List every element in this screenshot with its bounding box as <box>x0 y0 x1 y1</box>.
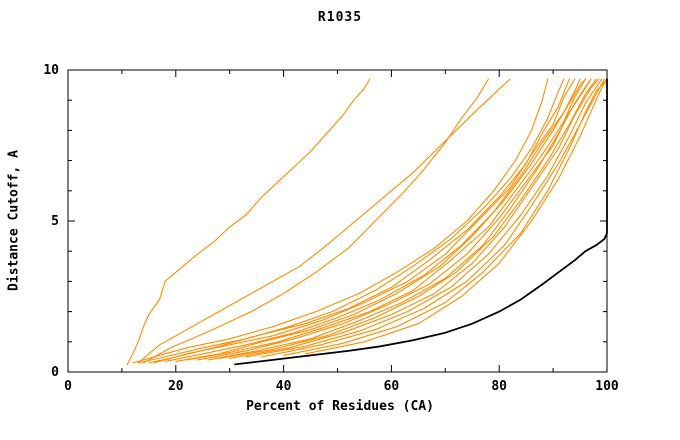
x-tick-label: 100 <box>595 379 619 394</box>
x-tick-label: 20 <box>168 379 184 394</box>
series-line-model-9 <box>175 78 586 362</box>
series-line-model-12 <box>207 78 592 361</box>
x-tick-label: 0 <box>64 379 72 394</box>
plot-frame <box>67 69 608 373</box>
series-line-model-7 <box>153 78 576 364</box>
series-line-model-4 <box>132 78 549 364</box>
x-tick-label: 80 <box>491 379 507 394</box>
series-line-model-11 <box>196 78 592 361</box>
y-tick-label: 0 <box>51 365 59 380</box>
series-line-model-5 <box>137 78 565 364</box>
series-line-model-10 <box>186 78 586 361</box>
series-line-model-15 <box>245 78 603 358</box>
series-line-model-17 <box>283 78 608 356</box>
series-line-model-14 <box>229 78 600 359</box>
series-line-model-outlier-left <box>126 78 371 365</box>
series-line-model-6 <box>148 78 570 364</box>
series-line-model-16 <box>261 78 605 358</box>
series-line-model-18 <box>304 78 608 355</box>
series-line-model-outlier-mid <box>137 78 511 364</box>
y-tick-label: 5 <box>51 214 59 229</box>
y-tick-label: 10 <box>43 63 59 78</box>
chart-title: R1035 <box>317 10 363 25</box>
series-line-model-3 <box>142 78 489 364</box>
x-axis-label: Percent of Residues (CA) <box>246 399 434 414</box>
series-line-reference-curve <box>234 78 608 366</box>
x-tick-label: 40 <box>276 379 292 394</box>
series-line-model-13 <box>218 78 597 359</box>
x-tick-label: 60 <box>384 379 400 394</box>
